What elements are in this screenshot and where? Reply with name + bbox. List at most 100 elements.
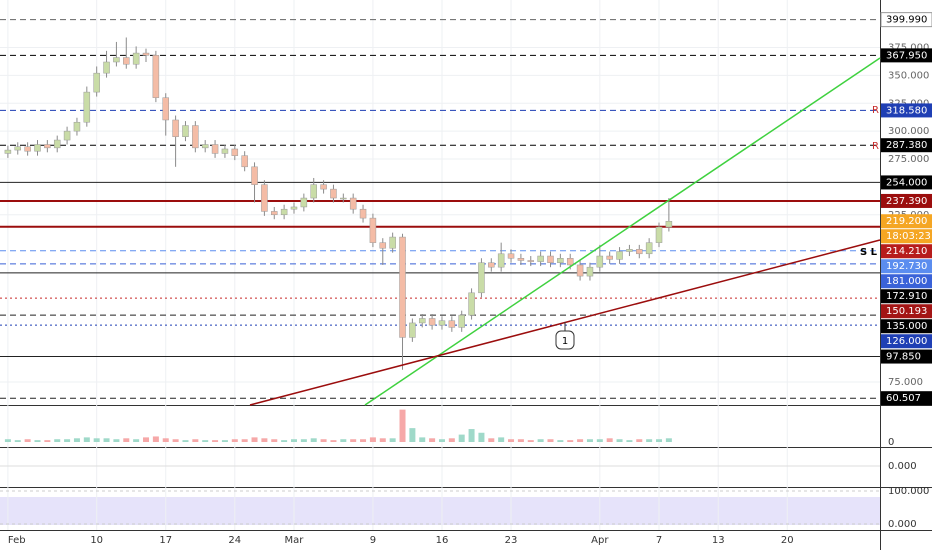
volume-bar xyxy=(557,440,564,442)
volume-bar xyxy=(419,437,426,442)
volume-bar xyxy=(14,440,21,442)
candle-body xyxy=(448,320,456,328)
y-tick-label: 375.000 xyxy=(888,43,929,54)
candle-body xyxy=(488,262,495,268)
candle-body xyxy=(458,314,465,328)
volume-bar xyxy=(478,432,485,442)
price-label-box xyxy=(881,304,932,319)
volume-bar xyxy=(389,438,396,442)
candle-body xyxy=(517,258,525,261)
x-tick-label: 13 xyxy=(712,535,725,546)
price-label: 60.507 xyxy=(886,393,921,404)
volume-bar xyxy=(54,439,61,442)
price-label: 214.210 xyxy=(886,246,927,257)
candle-body xyxy=(44,144,51,149)
candle-body xyxy=(645,242,653,255)
volume-bar xyxy=(212,440,219,442)
volume-bar xyxy=(172,439,179,442)
macd-tick-label: 0.000 xyxy=(888,461,917,472)
volume-bar xyxy=(350,439,357,442)
volume-bar xyxy=(152,436,159,442)
candle-body xyxy=(557,258,564,263)
candle-body xyxy=(626,249,633,252)
volume-bar xyxy=(448,438,455,442)
volume-bar xyxy=(44,440,51,442)
candle-body xyxy=(290,206,298,210)
volume-bar xyxy=(310,438,317,442)
price-label: 237.390 xyxy=(886,196,927,207)
price-label-box xyxy=(881,319,932,334)
candles xyxy=(4,37,673,370)
candle-body xyxy=(330,188,337,199)
x-tick-label: 20 xyxy=(781,535,794,546)
volume-bar xyxy=(646,439,653,442)
candle-body xyxy=(616,251,623,260)
volume-bar xyxy=(143,437,150,442)
candle-body xyxy=(142,52,150,56)
candle-body xyxy=(162,97,169,121)
volume-bar xyxy=(300,439,307,442)
candle-body xyxy=(606,255,613,260)
candle-body xyxy=(438,320,446,326)
volume-bar xyxy=(458,434,465,442)
x-tick-label: 16 xyxy=(436,535,449,546)
candle-body xyxy=(241,155,248,168)
candle-body xyxy=(586,266,594,277)
callout-box xyxy=(555,330,575,350)
price-label-box xyxy=(881,138,932,153)
volume-bar xyxy=(606,438,613,442)
candle-body xyxy=(152,55,160,98)
annotation: S L xyxy=(860,247,878,258)
y-tick-label: 75.000 xyxy=(888,377,923,388)
x-tick-label: 9 xyxy=(370,535,376,546)
volume-bar xyxy=(517,439,524,442)
candle-body xyxy=(340,197,347,200)
price-label: 318.580 xyxy=(886,105,927,116)
price-label-box xyxy=(881,193,932,208)
candle-body xyxy=(182,125,189,137)
price-label-box xyxy=(881,349,932,364)
price-label-box xyxy=(881,259,932,274)
candle-body xyxy=(359,208,367,219)
volume-bar xyxy=(64,439,71,442)
volume-bar xyxy=(399,409,406,442)
price-label-box xyxy=(881,289,932,304)
candle-body xyxy=(73,121,81,132)
volume-bar xyxy=(468,429,475,442)
volume-bar xyxy=(24,439,31,442)
candle-body xyxy=(596,255,604,268)
candle-body xyxy=(271,211,278,216)
trend-line xyxy=(364,57,881,406)
candle-body xyxy=(221,148,229,154)
volume-bar xyxy=(488,438,495,442)
volume-bar xyxy=(162,438,169,442)
candle-body xyxy=(231,148,239,156)
levels xyxy=(0,19,880,399)
volume-bar xyxy=(340,439,347,442)
volume-bar xyxy=(616,439,623,442)
volume-bar xyxy=(83,437,90,442)
candle-body xyxy=(665,220,673,228)
candle-body xyxy=(527,260,535,262)
price-label-box xyxy=(881,274,932,289)
x-tick-label: 10 xyxy=(90,535,103,546)
volume-bar xyxy=(202,440,209,442)
volume-bar xyxy=(231,439,238,442)
price-label-box xyxy=(881,229,932,244)
volume-bar xyxy=(133,439,140,442)
volume-bar xyxy=(547,439,554,442)
candle-body xyxy=(409,322,416,338)
candle-body xyxy=(379,242,387,249)
candle-body xyxy=(113,57,120,63)
volume-bar xyxy=(221,440,228,442)
candle-body xyxy=(53,139,61,149)
annotation: 1 xyxy=(562,336,568,347)
annotation: R xyxy=(872,105,879,116)
x-tick-label: Apr xyxy=(591,535,609,546)
candle-body xyxy=(369,217,377,243)
candle-body xyxy=(636,249,643,255)
volume-bar xyxy=(656,439,663,442)
volume-bar xyxy=(438,439,445,442)
